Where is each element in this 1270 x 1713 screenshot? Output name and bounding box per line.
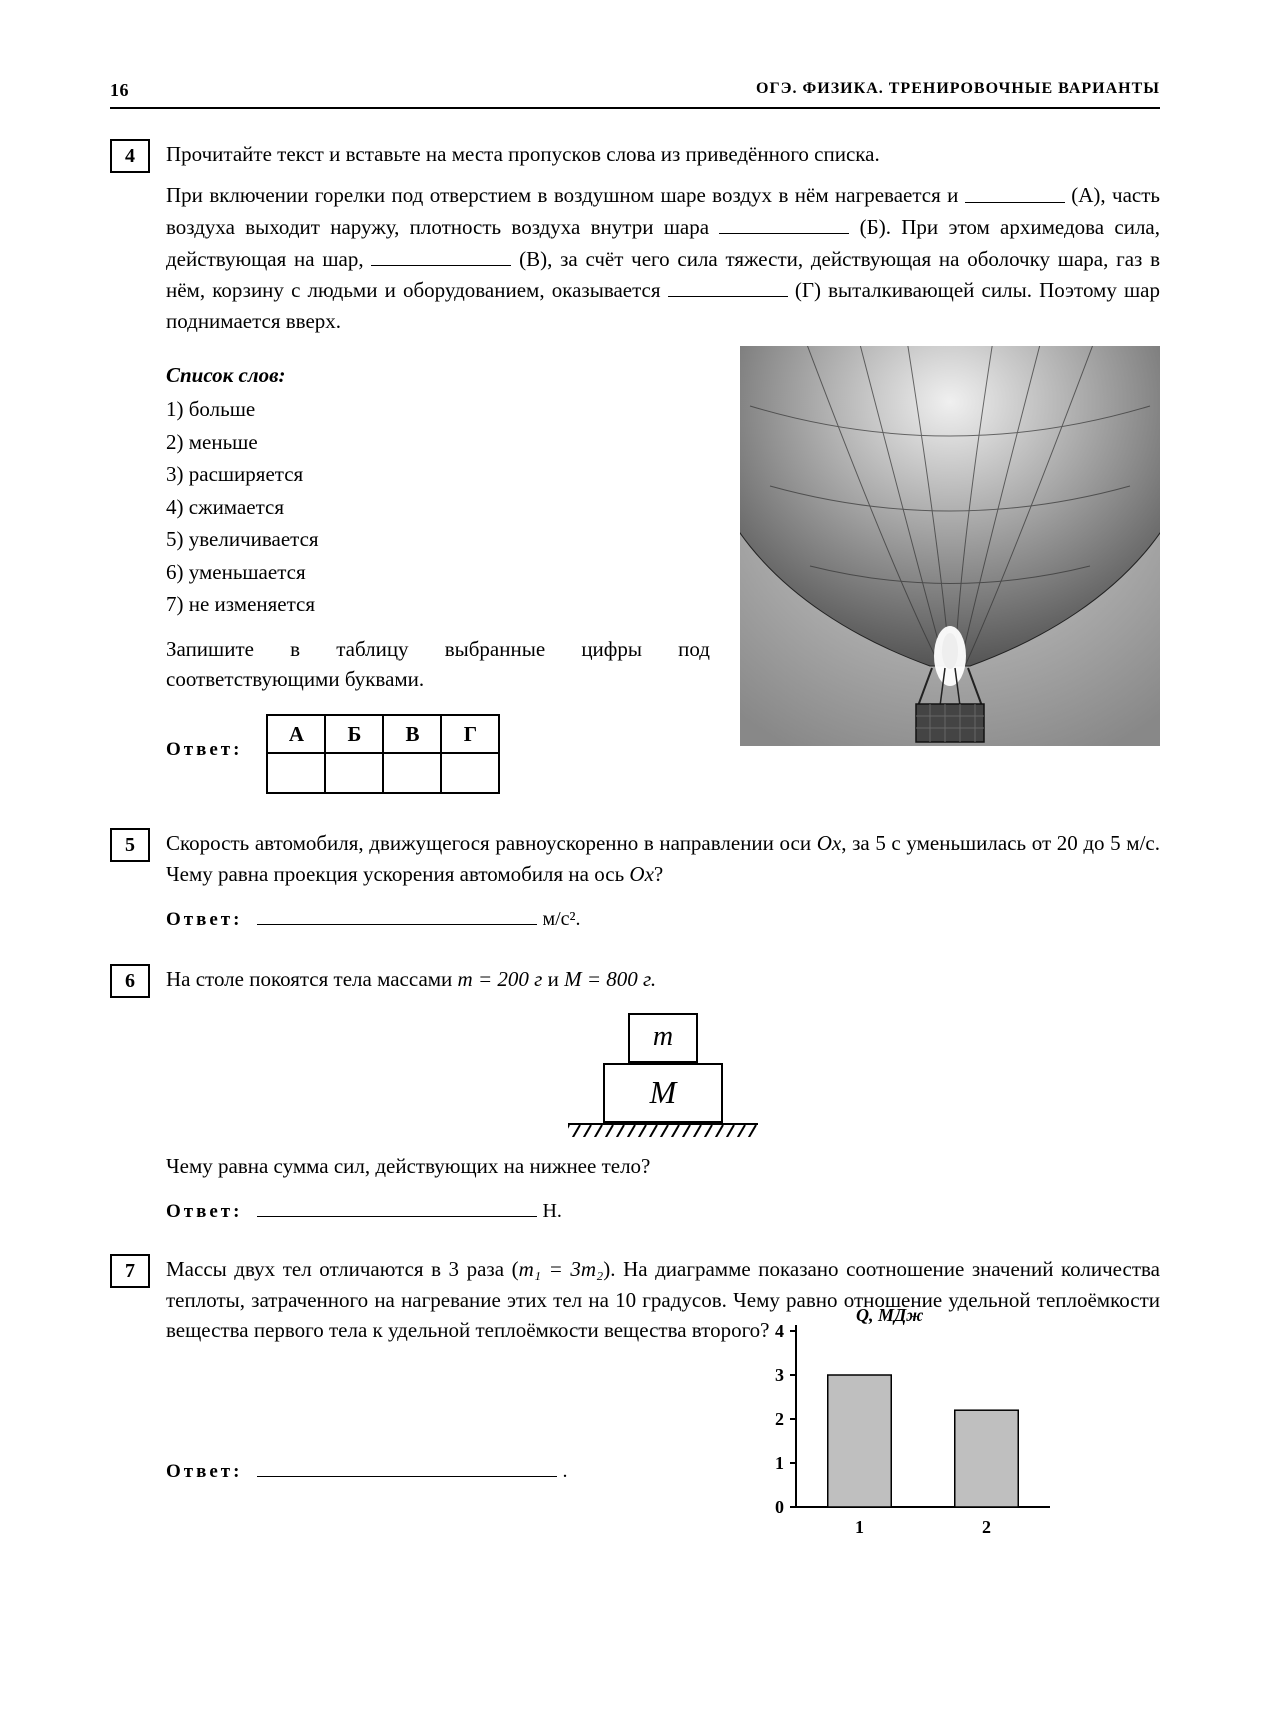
list-item: 1) больше <box>166 394 710 424</box>
answer-line: Ответ: Н. <box>166 1195 1160 1226</box>
svg-text:1: 1 <box>855 1517 864 1537</box>
task-5: 5 Скорость автомобиля, движущегося равно… <box>110 828 1160 934</box>
table-cell <box>267 753 325 793</box>
heat-bar-chart: Q, МДж 0 1 2 3 4 1 2 <box>750 1303 1060 1543</box>
blank-b <box>719 211 849 234</box>
task6-question: Чему равна сумма сил, действующих на ниж… <box>166 1151 1160 1181</box>
table-instruction: Запишите в таблицу выбранные цифры под с… <box>166 634 710 695</box>
box-m: m <box>628 1013 698 1063</box>
blank-c <box>371 243 511 266</box>
svg-text:0: 0 <box>775 1497 784 1517</box>
table-cell <box>441 753 499 793</box>
svg-text:3: 3 <box>775 1365 784 1385</box>
answer-label: Ответ: <box>166 736 242 764</box>
answer-line: Ответ: м/с². <box>166 903 1160 934</box>
task4-text: При включении горелки под отверстием в в… <box>166 179 1160 336</box>
table-cell <box>325 753 383 793</box>
book-title: ОГЭ. ФИЗИКА. ТРЕНИРОВОЧНЫЕ ВАРИАНТЫ <box>756 80 1160 101</box>
word-list-title: Список слов: <box>166 360 710 390</box>
answer-blank <box>257 1195 537 1217</box>
ground-hatching <box>568 1123 758 1137</box>
page-header: 16 ОГЭ. ФИЗИКА. ТРЕНИРОВОЧНЫЕ ВАРИАНТЫ <box>110 80 1160 109</box>
list-item: 7) не изменяется <box>166 589 710 619</box>
table-header: Б <box>325 715 383 753</box>
answer-blank <box>257 1455 557 1477</box>
list-item: 4) сжимается <box>166 492 710 522</box>
list-item: 6) уменьшается <box>166 557 710 587</box>
svg-text:1: 1 <box>775 1453 784 1473</box>
task-4: 4 Прочитайте текст и вставьте на места п… <box>110 139 1160 794</box>
svg-text:Q, МДж: Q, МДж <box>856 1305 923 1325</box>
answer-blank <box>257 903 537 925</box>
blank-d <box>668 274 788 297</box>
answer-table: А Б В Г <box>266 714 500 794</box>
list-item: 2) меньше <box>166 427 710 457</box>
task-number: 5 <box>110 828 150 862</box>
task-number: 7 <box>110 1254 150 1288</box>
word-list: 1) больше 2) меньше 3) расширяется 4) сж… <box>166 394 710 619</box>
blank-a <box>965 179 1065 202</box>
svg-text:2: 2 <box>775 1409 784 1429</box>
svg-text:4: 4 <box>775 1321 784 1341</box>
balloon-image <box>740 346 1160 746</box>
task-6: 6 На столе покоятся тела массами m = 200… <box>110 964 1160 1226</box>
task6-text: На столе покоятся тела массами m = 200 г… <box>166 964 1160 994</box>
box-M: M <box>603 1063 723 1123</box>
task-number: 6 <box>110 964 150 998</box>
svg-text:2: 2 <box>982 1517 991 1537</box>
task-number: 4 <box>110 139 150 173</box>
task5-text: Скорость автомобиля, движущегося равноус… <box>166 828 1160 889</box>
table-header: А <box>267 715 325 753</box>
list-item: 5) увеличивается <box>166 524 710 554</box>
table-header: В <box>383 715 441 753</box>
stacked-blocks-diagram: m M <box>533 1013 793 1137</box>
task4-intro: Прочитайте текст и вставьте на места про… <box>166 139 1160 169</box>
table-cell <box>383 753 441 793</box>
page-number: 16 <box>110 80 129 101</box>
list-item: 3) расширяется <box>166 459 710 489</box>
table-header: Г <box>441 715 499 753</box>
